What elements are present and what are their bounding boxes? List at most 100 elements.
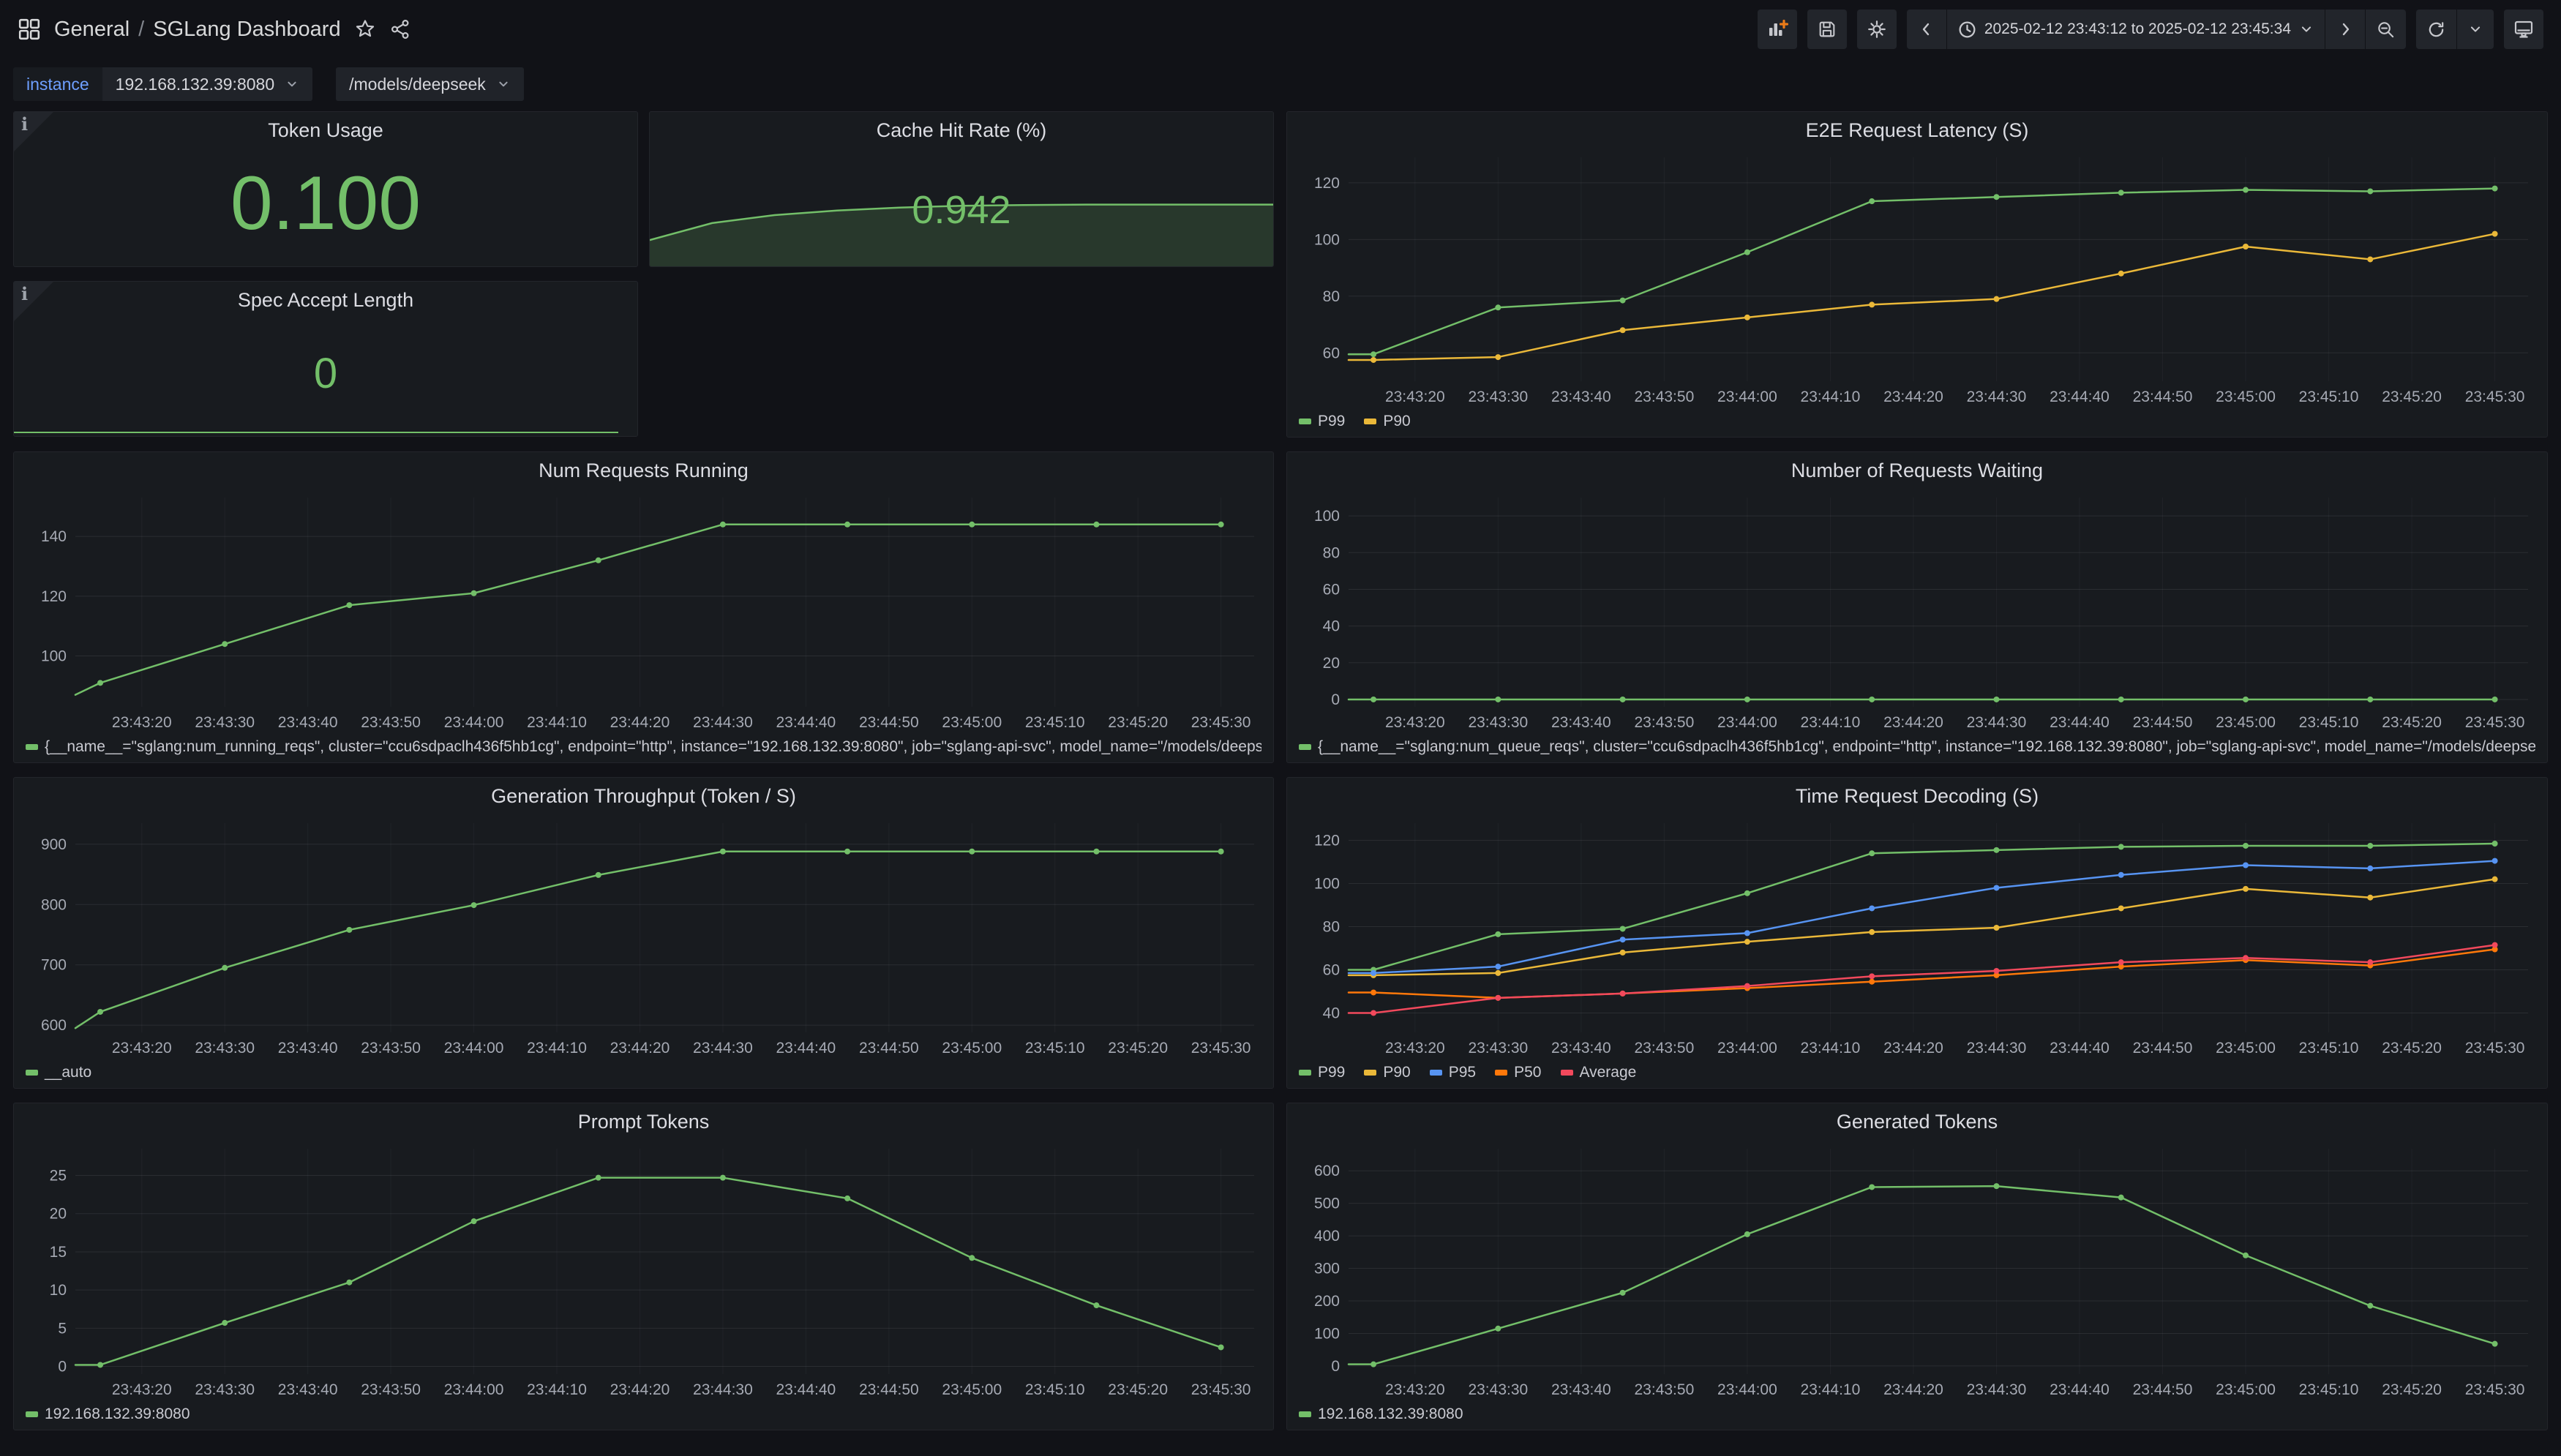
svg-text:23:45:10: 23:45:10	[1025, 714, 1085, 731]
panel-info-corner[interactable]: i	[14, 112, 53, 151]
svg-text:23:43:40: 23:43:40	[1551, 714, 1611, 731]
svg-text:23:45:10: 23:45:10	[2299, 714, 2359, 731]
svg-text:23:44:20: 23:44:20	[1883, 714, 1943, 731]
time-shift-forward-button[interactable]	[2325, 10, 2365, 49]
variable-label: instance	[13, 67, 102, 101]
svg-text:23:44:50: 23:44:50	[2133, 1040, 2193, 1057]
legend-item[interactable]: P99	[1299, 413, 1345, 430]
panel-title[interactable]: Prompt Tokens	[577, 1111, 710, 1133]
svg-text:23:44:20: 23:44:20	[1883, 1040, 1943, 1057]
svg-text:23:43:30: 23:43:30	[195, 1040, 255, 1057]
svg-text:23:43:20: 23:43:20	[1385, 714, 1445, 731]
zoom-out-time-button[interactable]	[2365, 10, 2406, 49]
legend-item[interactable]: {__name__="sglang:num_queue_reqs", clust…	[1299, 738, 2535, 756]
time-series-chart[interactable]: 0 20 40 60 80 100 23:43:20 23:43:30 23:43:40 23:4…	[1294, 487, 2540, 759]
legend-swatch-icon	[1429, 1070, 1442, 1076]
svg-text:800: 800	[41, 896, 67, 913]
chevron-down-icon	[288, 81, 296, 87]
panel-title[interactable]: Token Usage	[268, 119, 383, 141]
time-series-chart[interactable]: 0 5 10 15 20 25 23:43:20 23:43:30 23:43:40 23:43:…	[21, 1138, 1266, 1427]
panel-title[interactable]: Num Requests Running	[539, 459, 749, 481]
legend-item[interactable]: P50	[1495, 1064, 1542, 1081]
panel-prompt-tokens: Prompt Tokens 0 5 10 15 20 25 23:43:20 23:43:30…	[13, 1103, 1274, 1430]
breadcrumb[interactable]: General / SGLang Dashboard	[54, 18, 341, 42]
apps-grid-icon[interactable]	[18, 18, 41, 41]
instance-value: 192.168.132.39:8080	[115, 74, 275, 94]
svg-text:23:43:50: 23:43:50	[1635, 1381, 1695, 1398]
star-icon[interactable]	[354, 18, 376, 40]
legend-item[interactable]: P90	[1364, 1064, 1411, 1081]
time-range-button[interactable]: 2025-02-12 23:43:12 to 2025-02-12 23:45:…	[1946, 10, 2325, 49]
time-series-chart[interactable]: 100 120 140 23:43:20 23:43:30 23:43:40 23:43:5…	[21, 487, 1266, 759]
save-dashboard-button[interactable]	[1807, 10, 1847, 49]
dashboard-settings-button[interactable]	[1856, 10, 1897, 49]
svg-text:23:43:40: 23:43:40	[278, 714, 338, 731]
svg-text:700: 700	[41, 957, 67, 974]
svg-text:23:45:00: 23:45:00	[942, 1040, 1002, 1057]
time-shift-back-button[interactable]	[1907, 10, 1946, 49]
svg-text:23:43:40: 23:43:40	[1551, 1040, 1611, 1057]
model-dropdown[interactable]: /models/deepseek	[336, 67, 524, 101]
svg-text:200: 200	[1314, 1293, 1340, 1310]
legend-item[interactable]: __auto	[26, 1064, 91, 1081]
svg-text:23:43:40: 23:43:40	[278, 1040, 338, 1057]
panel-title[interactable]: Generated Tokens	[1836, 1111, 1998, 1133]
time-series-chart[interactable]: 40 60 80 100 120 23:43:20 23:43:30 23:43:40 23:4…	[1294, 813, 2540, 1085]
legend-item[interactable]: Average	[1560, 1064, 1636, 1081]
time-series-chart[interactable]: 60 80 100 120 23:43:20 23:43:30 23:43:40 23:43:…	[1294, 147, 2540, 434]
svg-text:23:43:20: 23:43:20	[1385, 389, 1445, 405]
legend-item[interactable]: {__name__="sglang:num_running_reqs", clu…	[26, 738, 1261, 756]
variable-model: /models/deepseek	[336, 67, 524, 101]
legend-item[interactable]: P90	[1364, 413, 1411, 430]
add-panel-button[interactable]	[1757, 10, 1797, 49]
svg-text:300: 300	[1314, 1261, 1340, 1277]
svg-text:120: 120	[1314, 833, 1340, 849]
time-series-chart[interactable]: 0 100 200 300 400 500 600 23:43:20 23:43:30 23:43…	[1294, 1138, 2540, 1427]
svg-text:23:44:40: 23:44:40	[776, 1381, 836, 1398]
legend-label: P95	[1448, 1064, 1477, 1081]
legend-swatch-icon	[26, 1411, 38, 1417]
svg-text:23:43:50: 23:43:50	[361, 1040, 421, 1057]
panel-info-corner[interactable]: i	[14, 282, 53, 321]
panel-title[interactable]: Spec Accept Length	[237, 289, 414, 311]
legend-item[interactable]: P95	[1429, 1064, 1477, 1081]
svg-text:20: 20	[50, 1206, 67, 1223]
refresh-button[interactable]	[2416, 10, 2456, 49]
svg-text:100: 100	[1314, 876, 1340, 893]
panel-title[interactable]: Cache Hit Rate (%)	[876, 119, 1047, 141]
time-picker: 2025-02-12 23:43:12 to 2025-02-12 23:45:…	[1906, 10, 2406, 49]
legend-item[interactable]: 192.168.132.39:8080	[26, 1406, 190, 1423]
panel-number-of-requests-waiting: Number of Requests Waiting 0 20 40 60 80 100 2…	[1286, 451, 2548, 763]
svg-text:23:44:10: 23:44:10	[1801, 1381, 1861, 1398]
panel-time-request-decoding: Time Request Decoding (S) 40 60 80 100 120 23…	[1286, 777, 2548, 1089]
svg-text:23:44:40: 23:44:40	[776, 714, 836, 731]
panel-title[interactable]: Number of Requests Waiting	[1791, 459, 2044, 481]
legend-swatch-icon	[1299, 744, 1311, 750]
svg-text:23:44:40: 23:44:40	[2050, 1040, 2110, 1057]
svg-text:100: 100	[1314, 508, 1340, 525]
svg-text:23:45:30: 23:45:30	[2465, 1040, 2525, 1057]
panel-title[interactable]: Time Request Decoding (S)	[1795, 785, 2039, 807]
legend-item[interactable]: P99	[1299, 1064, 1345, 1081]
svg-text:23:43:30: 23:43:30	[195, 1381, 255, 1398]
cycle-view-mode-button[interactable]	[2504, 10, 2543, 49]
legend-item[interactable]: 192.168.132.39:8080	[1299, 1406, 1463, 1423]
svg-text:23:44:30: 23:44:30	[693, 714, 753, 731]
legend-label: P50	[1514, 1064, 1542, 1081]
instance-dropdown[interactable]: 192.168.132.39:8080	[102, 67, 313, 101]
panel-title[interactable]: E2E Request Latency (S)	[1805, 119, 2029, 141]
svg-text:23:45:10: 23:45:10	[2299, 1040, 2359, 1057]
breadcrumb-folder[interactable]: General	[54, 17, 130, 41]
svg-text:23:43:20: 23:43:20	[1385, 1040, 1445, 1057]
refresh-interval-dropdown[interactable]	[2456, 10, 2494, 49]
panel-title[interactable]: Generation Throughput (Token / S)	[491, 785, 796, 807]
chart-legend: 192.168.132.39:8080	[1299, 1403, 2535, 1425]
svg-text:60: 60	[1323, 581, 1340, 598]
svg-text:23:44:10: 23:44:10	[527, 1381, 587, 1398]
share-icon[interactable]	[389, 18, 411, 40]
svg-text:23:44:50: 23:44:50	[2133, 714, 2193, 731]
svg-text:40: 40	[1323, 618, 1340, 635]
svg-text:23:43:50: 23:43:50	[1635, 714, 1695, 731]
time-series-chart[interactable]: 600 700 800 900 23:43:20 23:43:30 23:43:40 23:4…	[21, 813, 1266, 1085]
